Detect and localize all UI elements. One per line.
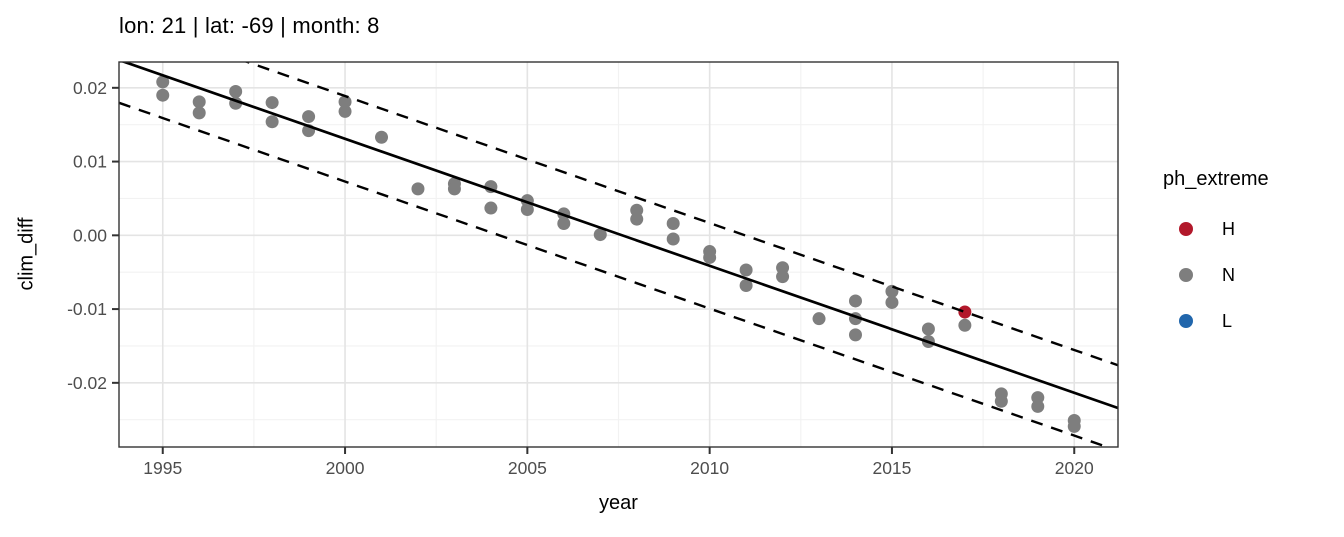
x-tick-label: 2005 [508,458,547,478]
legend-label-h: H [1222,218,1235,239]
panel-border [118,61,1119,448]
x-tick-label: 2000 [326,458,365,478]
data-point-n [1031,399,1045,413]
data-point-h [958,305,972,319]
legend-label-n: N [1222,264,1235,285]
data-point-n [265,96,279,110]
data-point-n [630,212,644,226]
data-point-n [703,250,717,264]
x-tick-label: 1995 [143,458,182,478]
y-tick-label: -0.02 [67,373,107,393]
x-axis-title: year [599,492,638,514]
data-point-n [885,295,899,309]
data-point-n [848,294,862,308]
data-point-n [666,232,680,246]
data-point-n [921,322,935,336]
data-point-n [666,217,680,231]
data-point-n [848,328,862,342]
x-tick-label: 2020 [1055,458,1094,478]
trend-line [120,62,1118,410]
legend-dot-l-icon [1179,314,1193,328]
data-point-n [958,318,972,332]
data-point-n [994,394,1008,408]
legend-item-n: N [1163,252,1269,298]
legend-dot-h-icon [1179,222,1193,236]
data-point-n [192,106,206,120]
x-tick-label: 2010 [690,458,729,478]
y-axis-title: clim_diff [15,217,38,291]
y-tick-label: 0.00 [73,225,107,245]
plot-title: lon: 21 | lat: -69 | month: 8 [119,13,380,38]
data-point-n [739,278,753,292]
data-point-n [484,201,498,215]
legend-items: H N L [1163,206,1269,344]
data-point-n [812,312,826,326]
data-point-n [520,203,534,217]
data-point-n [557,217,571,231]
y-tick-label: 0.02 [73,78,107,98]
data-point-n [411,182,425,196]
legend-item-l: L [1163,298,1269,344]
data-point-n [229,85,243,99]
data-point-n [156,88,170,102]
legend-label-l: L [1222,310,1233,331]
data-point-n [375,130,389,144]
data-point-n [739,263,753,277]
y-tick-label: 0.01 [73,152,107,172]
data-point-n [338,95,352,109]
data-point-n [192,95,206,109]
legend-item-h: H [1163,206,1269,252]
legend-dot-n-icon [1179,268,1193,282]
legend: ph_extreme H N L [1163,167,1269,344]
lower-prediction-line [119,101,1111,447]
data-point-n [776,270,790,284]
data-point-n [593,228,607,242]
data-point-n [302,110,316,124]
data-point-n [265,115,279,129]
data-point-n [1067,419,1081,433]
x-tick-label: 2015 [872,458,911,478]
legend-title: ph_extreme [1163,168,1269,190]
y-tick-label: -0.01 [67,299,107,319]
data-point-n [338,104,352,118]
upper-prediction-line [243,62,1118,367]
data-point-n [447,182,461,196]
data-point-n [156,75,170,89]
